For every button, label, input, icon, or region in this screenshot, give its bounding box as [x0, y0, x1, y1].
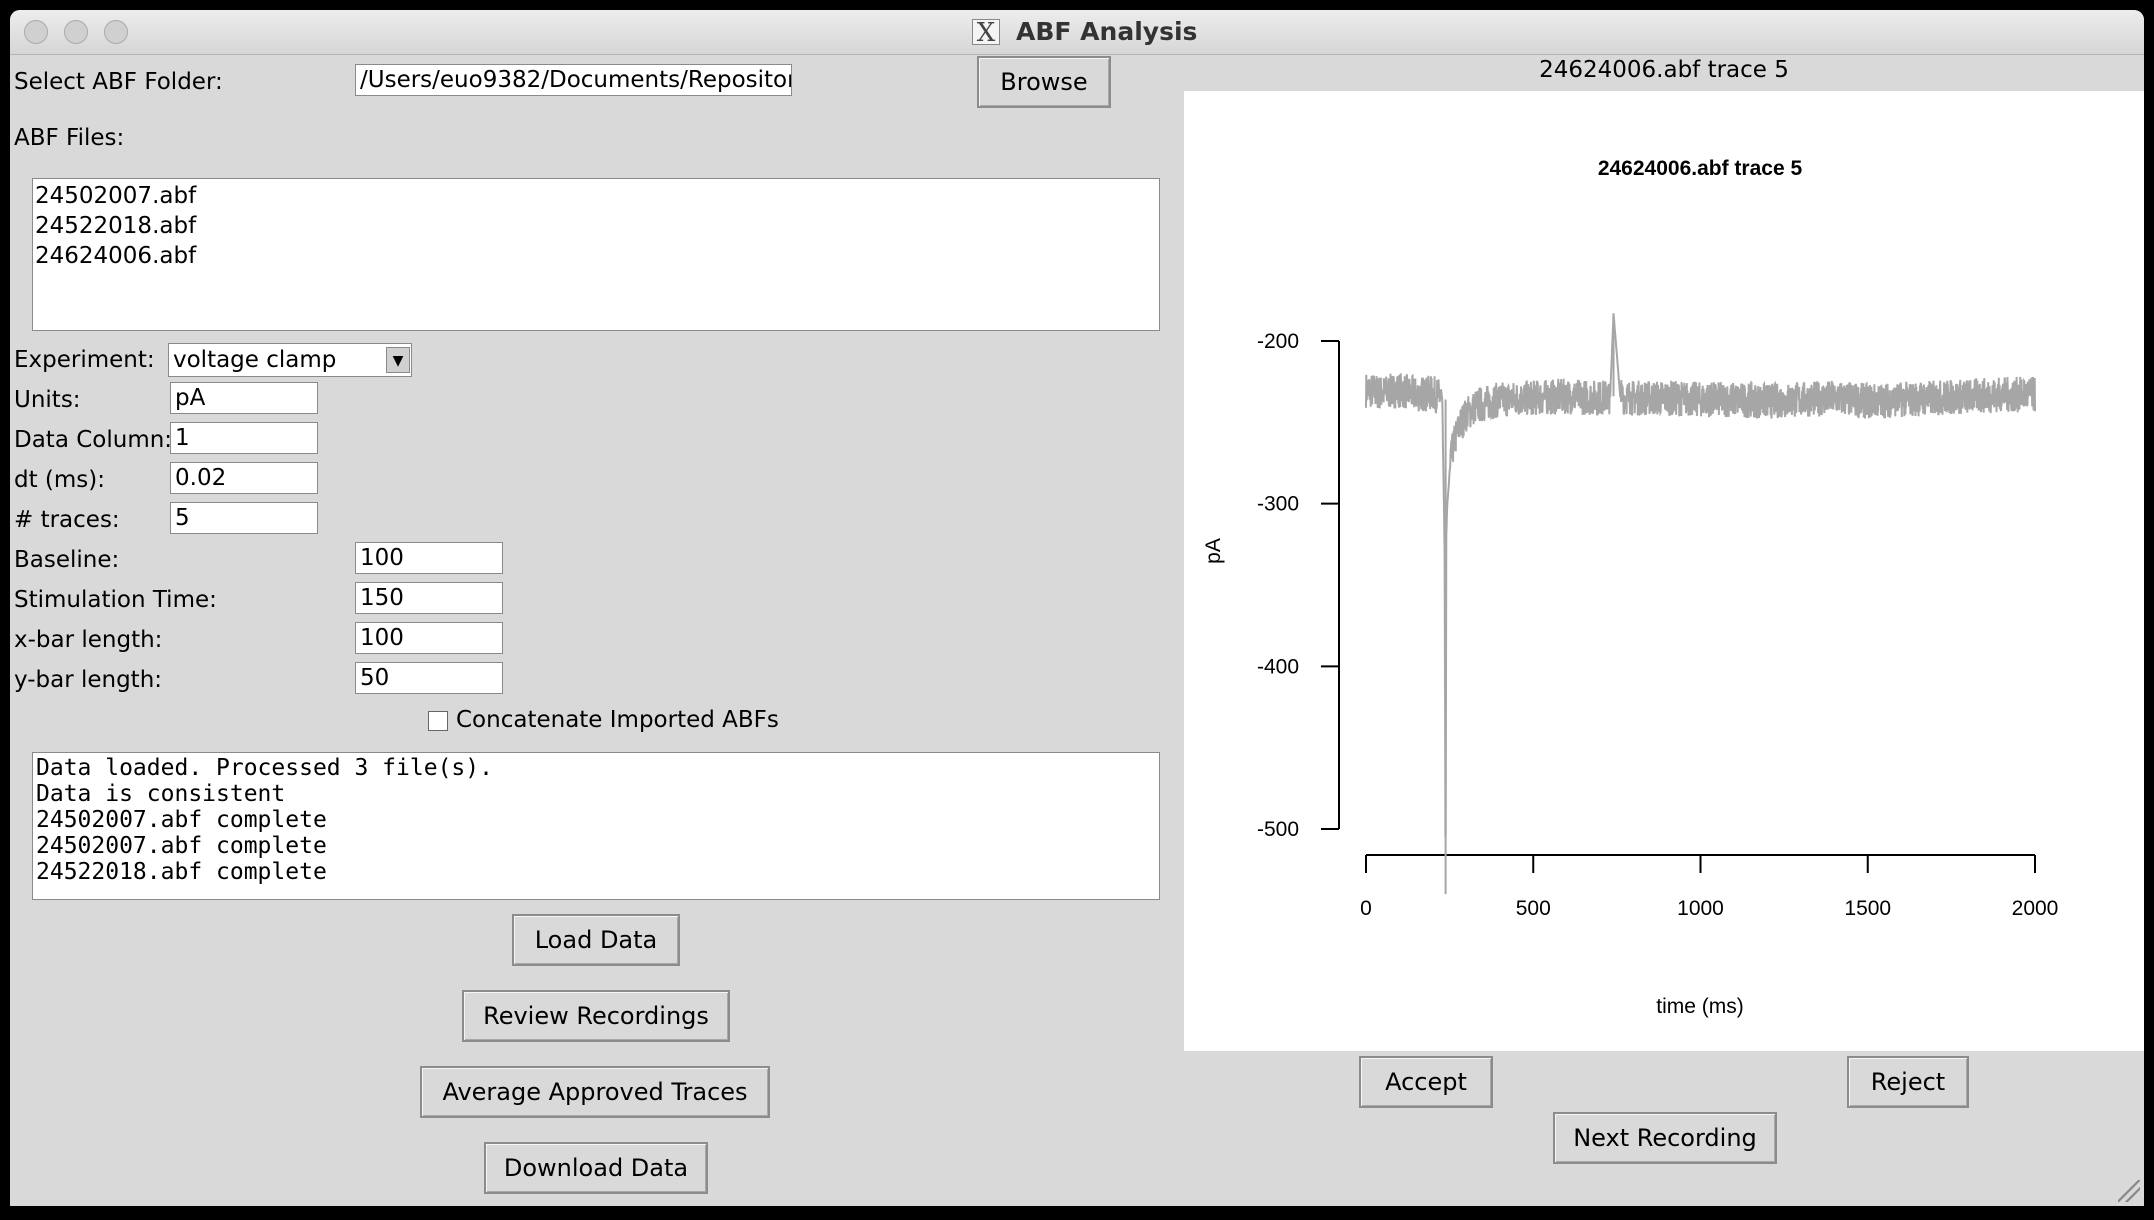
y-tick-label: -500 [1257, 818, 1299, 841]
dt-input[interactable]: 0.02 [170, 462, 318, 494]
trace-spike [1444, 313, 1615, 895]
plot-canvas: 24624006.abf trace 5 pA time (ms) -200 -3… [1184, 91, 2144, 1051]
maximize-window-button[interactable] [104, 20, 128, 44]
browse-button[interactable]: Browse [977, 56, 1111, 108]
log-line: Data loaded. Processed 3 file(s). [36, 755, 493, 781]
plot-header: 24624006.abf trace 5 [1539, 57, 1789, 83]
x-tick-label: 500 [1516, 897, 1551, 920]
data-column-input[interactable]: 1 [170, 422, 318, 454]
log-line: 24502007.abf complete [36, 833, 327, 859]
log-textbox[interactable]: Data loaded. Processed 3 file(s). Data i… [32, 752, 1160, 900]
dt-label: dt (ms): [14, 467, 106, 493]
window-title: ABF Analysis [1016, 17, 1198, 46]
y-axis-label: pA [1202, 538, 1225, 564]
reject-button[interactable]: Reject [1847, 1056, 1969, 1108]
x-tick-label: 1000 [1677, 897, 1724, 920]
list-item[interactable]: 24502007.abf [35, 183, 197, 209]
traces-label: # traces: [14, 507, 120, 533]
log-line: Data is consistent [36, 781, 286, 807]
baseline-input[interactable]: 100 [355, 542, 503, 574]
traces-input[interactable]: 5 [170, 502, 318, 534]
experiment-value: voltage clamp [173, 347, 337, 373]
title-bar: X ABF Analysis [10, 10, 2144, 55]
y-tick-label: -200 [1257, 330, 1299, 353]
chevron-down-icon[interactable]: ▼ [386, 347, 410, 373]
units-input[interactable]: pA [170, 382, 318, 414]
files-listbox[interactable]: 24502007.abf 24522018.abf 24624006.abf [32, 178, 1160, 331]
baseline-label: Baseline: [14, 547, 120, 573]
trace-chart: 24624006.abf trace 5 pA time (ms) -200 -3… [1202, 157, 2059, 1018]
log-line: 24502007.abf complete [36, 807, 327, 833]
files-label: ABF Files: [14, 125, 125, 151]
list-item[interactable]: 24522018.abf [35, 213, 197, 239]
accept-button[interactable]: Accept [1359, 1056, 1493, 1108]
next-recording-button[interactable]: Next Recording [1553, 1112, 1777, 1164]
download-data-button[interactable]: Download Data [484, 1142, 708, 1194]
x-tick-label: 2000 [2012, 897, 2059, 920]
folder-label: Select ABF Folder: [14, 69, 223, 95]
stim-time-label: Stimulation Time: [14, 587, 217, 613]
log-line: 24522018.abf complete [36, 859, 327, 885]
experiment-select[interactable]: voltage clamp ▼ [168, 343, 412, 377]
close-window-button[interactable] [24, 20, 48, 44]
x11-app-icon: X [972, 19, 1000, 46]
average-traces-button[interactable]: Average Approved Traces [420, 1066, 770, 1118]
xbar-label: x-bar length: [14, 627, 163, 653]
resize-grip-icon[interactable] [2118, 1180, 2140, 1202]
y-tick-label: -400 [1257, 655, 1299, 678]
x-tick-label: 0 [1360, 897, 1372, 920]
folder-path-input[interactable]: /Users/euo9382/Documents/Repositor [355, 64, 792, 96]
concat-checkbox[interactable] [428, 711, 448, 731]
minimize-window-button[interactable] [64, 20, 88, 44]
concat-label: Concatenate Imported ABFs [456, 707, 779, 733]
units-label: Units: [14, 387, 81, 413]
app-window: X ABF Analysis Select ABF Folder: /Users… [10, 10, 2144, 1206]
review-recordings-button[interactable]: Review Recordings [462, 990, 730, 1042]
chart-title: 24624006.abf trace 5 [1598, 157, 1803, 180]
x-tick-label: 1500 [1844, 897, 1891, 920]
data-column-label: Data Column: [14, 427, 173, 453]
trace-line [1365, 313, 2036, 838]
ybar-label: y-bar length: [14, 667, 163, 693]
xbar-input[interactable]: 100 [355, 622, 503, 654]
load-data-button[interactable]: Load Data [512, 914, 680, 966]
stim-time-input[interactable]: 150 [355, 582, 503, 614]
list-item[interactable]: 24624006.abf [35, 243, 197, 269]
y-tick-label: -300 [1257, 493, 1299, 516]
x-axis-label: time (ms) [1656, 995, 1744, 1018]
experiment-label: Experiment: [14, 347, 155, 373]
ybar-input[interactable]: 50 [355, 662, 503, 694]
